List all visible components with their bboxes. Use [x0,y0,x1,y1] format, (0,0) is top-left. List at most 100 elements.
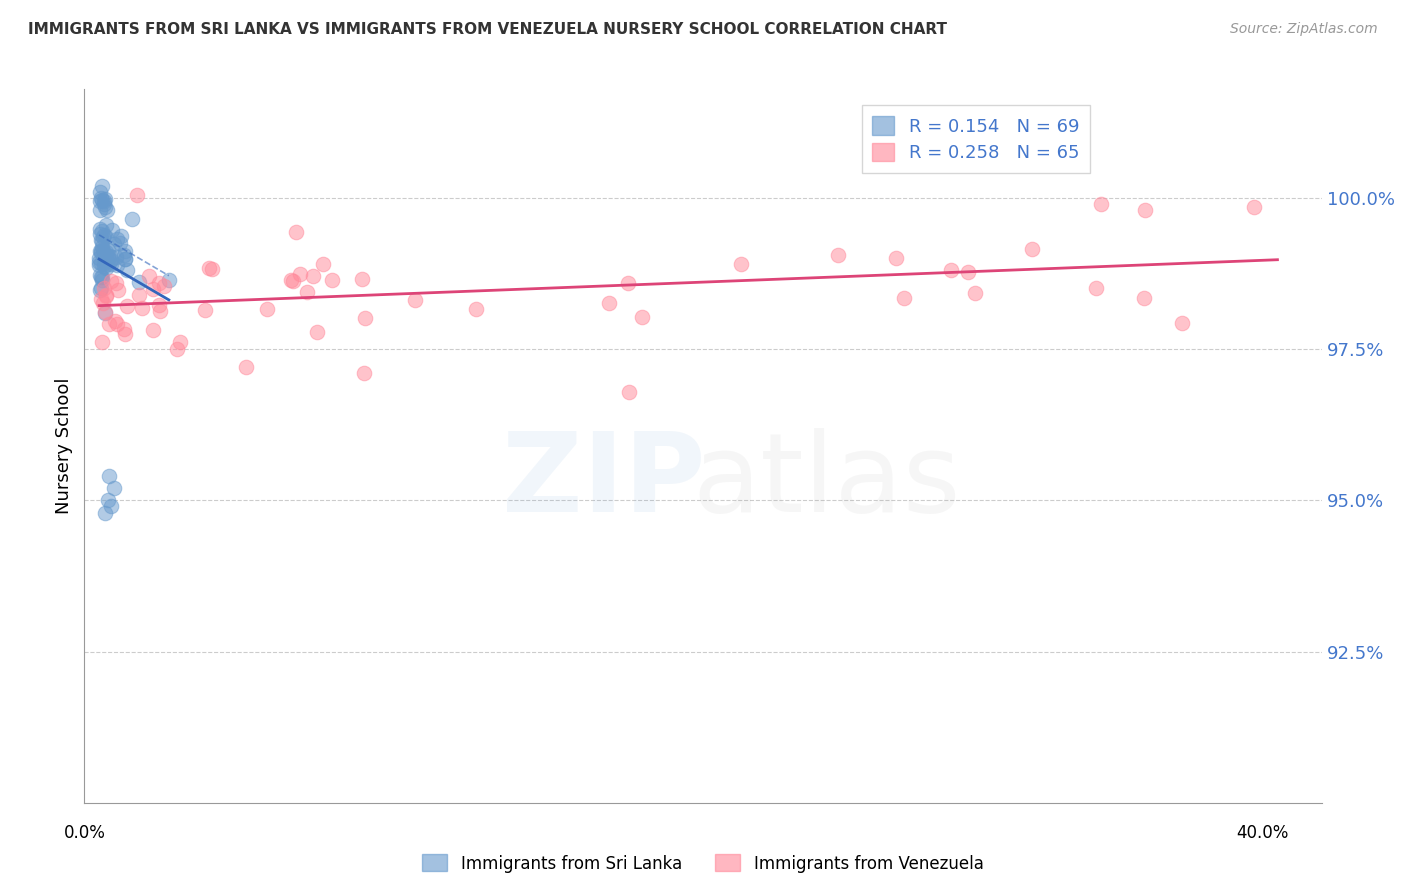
Point [148,298,170,312]
Point [1133,203,1156,218]
Point [94,289,117,303]
Point [285,225,308,239]
Point [730,257,752,271]
Point [93,227,115,242]
Point [94,230,117,244]
Point [93,252,115,266]
Text: Source: ZipAtlas.com: Source: ZipAtlas.com [1230,22,1378,37]
Point [94,506,117,520]
Point [94,200,117,214]
Point [94,305,117,319]
Point [101,222,124,236]
Point [98,254,121,268]
Point [153,279,176,293]
Point [94,288,117,302]
Point [89,255,111,269]
Point [312,257,335,271]
Point [94,260,117,275]
Point [157,273,180,287]
Point [280,273,302,287]
Point [1133,291,1156,305]
Point [114,326,136,341]
Point [105,232,128,246]
Point [90,234,112,248]
Point [94,244,117,259]
Point [963,286,986,301]
Point [90,234,112,248]
Point [1090,197,1112,211]
Point [1021,242,1043,256]
Point [89,222,111,236]
Point [149,304,172,318]
Point [89,186,111,200]
Point [235,360,257,375]
Point [127,187,149,202]
Text: 40.0%: 40.0% [1236,824,1289,842]
Point [169,335,191,350]
Point [89,194,111,208]
Point [108,235,131,250]
Point [354,311,377,326]
Point [893,291,915,305]
Point [200,261,222,276]
Point [90,281,112,295]
Point [96,257,118,271]
Point [115,299,138,313]
Point [97,493,120,508]
Point [353,367,375,381]
Point [89,227,111,241]
Point [98,469,121,483]
Point [93,194,115,208]
Text: ZIP: ZIP [502,428,706,535]
Point [142,323,165,337]
Point [94,218,117,232]
Point [104,250,127,264]
Point [89,283,111,297]
Point [103,236,125,251]
Point [90,191,112,205]
Point [90,334,112,349]
Point [404,293,426,308]
Point [93,244,115,258]
Point [617,277,640,291]
Point [103,481,125,495]
Point [100,253,122,268]
Point [94,306,117,320]
Text: IMMIGRANTS FROM SRI LANKA VS IMMIGRANTS FROM VENEZUELA NURSERY SCHOOL CORRELATIO: IMMIGRANTS FROM SRI LANKA VS IMMIGRANTS … [28,22,948,37]
Point [1085,281,1108,295]
Point [93,192,115,206]
Point [121,211,143,226]
Point [89,258,111,272]
Point [956,265,979,279]
Point [100,249,122,263]
Point [104,314,127,328]
Point [110,229,132,244]
Point [105,318,128,332]
Point [112,322,135,336]
Point [91,270,114,285]
Text: 0.0%: 0.0% [63,824,105,842]
Point [90,224,112,238]
Point [97,249,120,263]
Point [97,244,120,258]
Point [619,384,641,399]
Point [142,282,165,296]
Point [131,301,153,315]
Point [100,500,122,514]
Point [138,268,160,283]
Point [90,244,112,259]
Point [1171,316,1194,330]
Point [114,252,136,266]
Point [100,257,122,271]
Point [91,295,114,310]
Legend: Immigrants from Sri Lanka, Immigrants from Venezuela: Immigrants from Sri Lanka, Immigrants fr… [416,847,990,880]
Point [166,343,188,357]
Point [197,260,219,275]
Point [114,252,136,267]
Point [128,288,150,302]
Point [297,285,319,300]
Point [93,259,115,273]
Point [97,317,120,331]
Point [112,248,135,262]
Point [598,296,620,310]
